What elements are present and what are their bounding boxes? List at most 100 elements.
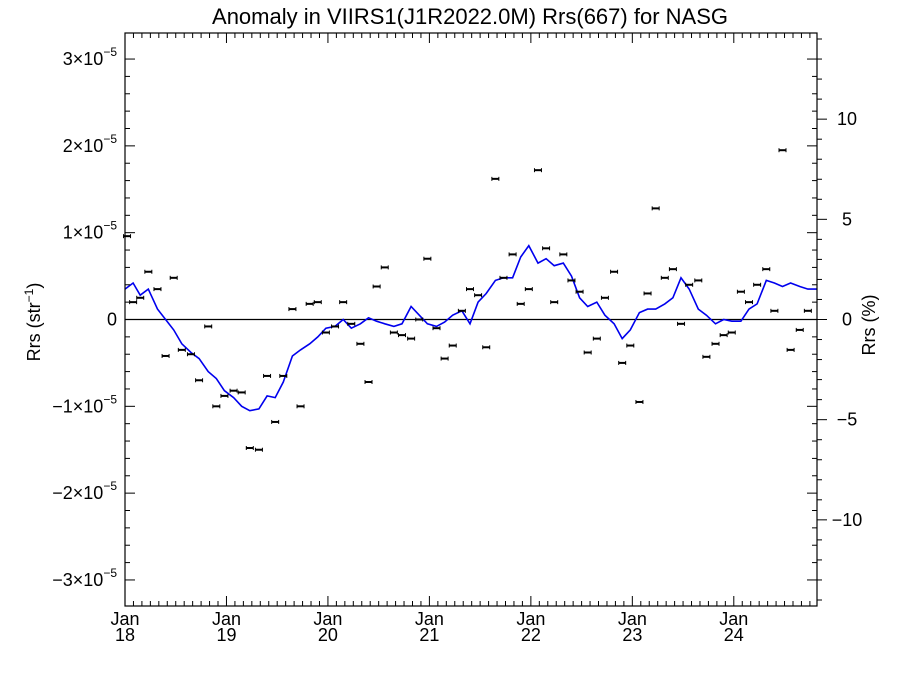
data-point (727, 330, 736, 335)
left-y-axis: 3×10−5 2×10−5 1×10−5 0 −1×10−5 −2×10−5 −3×10−5 (52, 45, 817, 590)
right-y-axis: 10 5 0 −5 −10 (817, 38, 863, 601)
data-point (169, 275, 178, 280)
data-point (331, 324, 340, 329)
x-tick-year: 22 (521, 625, 541, 645)
x-tick-month: Jan (719, 609, 748, 629)
x-tick-month: Jan (313, 609, 342, 629)
y-axis-title: Rrs (str−1) (22, 283, 44, 362)
data-point (415, 317, 424, 322)
data-point (339, 300, 348, 305)
y2-tick-label: 10 (837, 109, 857, 129)
y2-tick-label: −10 (832, 510, 863, 530)
data-point (559, 252, 568, 257)
y-tick-label: 0 (107, 310, 117, 330)
data-point (212, 404, 221, 409)
y2-tick-label: 5 (842, 209, 852, 229)
data-point (347, 321, 356, 326)
data-point (694, 278, 703, 283)
data-point (567, 278, 576, 283)
data-point (237, 390, 246, 395)
y2-tick-label: −5 (837, 410, 858, 430)
data-point (795, 327, 804, 332)
data-point (153, 287, 162, 292)
data-point (610, 269, 619, 274)
data-point (380, 265, 389, 270)
data-point (144, 269, 153, 274)
data-point (711, 341, 720, 346)
data-point (482, 345, 491, 350)
x-tick-month: Jan (415, 609, 444, 629)
data-point (600, 295, 609, 300)
x-tick-year: 21 (419, 625, 439, 645)
data-point (542, 246, 551, 251)
data-point (592, 336, 601, 341)
data-point (516, 301, 525, 306)
data-point (508, 252, 517, 257)
data-point (204, 324, 213, 329)
y-tick-label: −1×10−5 (52, 392, 117, 416)
data-point (685, 282, 694, 287)
data-point (745, 300, 754, 305)
data-point (457, 308, 466, 313)
data-point (668, 267, 677, 272)
data-point (677, 321, 686, 326)
data-point (786, 347, 795, 352)
data-point (626, 343, 635, 348)
data-point (423, 256, 432, 261)
data-point (305, 301, 314, 306)
data-point (356, 341, 365, 346)
data-point (465, 287, 474, 292)
y-tick-label: 1×10−5 (63, 219, 118, 243)
data-point (550, 300, 559, 305)
data-point (474, 293, 483, 298)
data-point (229, 388, 238, 393)
data-point (245, 445, 254, 450)
data-point (533, 168, 542, 173)
data-point (432, 326, 441, 331)
data-point (575, 289, 584, 294)
x-tick-year: 19 (216, 625, 236, 645)
data-point (220, 393, 229, 398)
x-tick-month: Jan (110, 609, 139, 629)
data-point (440, 356, 449, 361)
chart-title: Anomaly in VIIRS1(J1R2022.0M) Rrs(667) f… (212, 4, 728, 29)
data-point (635, 399, 644, 404)
y2-axis-title: Rrs (%) (859, 295, 879, 356)
x-tick-month: Jan (516, 609, 545, 629)
x-tick-month: Jan (618, 609, 647, 629)
data-point (448, 343, 457, 348)
data-points (123, 148, 812, 452)
y-tick-label: −3×10−5 (52, 566, 117, 590)
x-tick-month: Jan (212, 609, 241, 629)
trend-line (124, 244, 817, 412)
plot-area (123, 32, 818, 607)
x-tick-year: 24 (724, 625, 744, 645)
x-tick-year: 18 (115, 625, 135, 645)
data-point (407, 336, 416, 341)
data-point (177, 347, 186, 352)
data-point (313, 300, 322, 305)
y-tick-label: −2×10−5 (52, 479, 117, 503)
data-point (524, 287, 533, 292)
data-point (499, 275, 508, 280)
data-point (651, 206, 660, 211)
data-point (702, 354, 711, 359)
data-point (736, 289, 745, 294)
data-point (296, 404, 305, 409)
data-point (803, 308, 812, 313)
data-point (161, 353, 170, 358)
data-point (719, 333, 728, 338)
data-point (660, 275, 669, 280)
data-point (279, 373, 288, 378)
y-tick-label: 3×10−5 (63, 45, 118, 69)
data-point (583, 350, 592, 355)
y-tick-label: 2×10−5 (63, 132, 118, 156)
data-point (753, 282, 762, 287)
data-point (643, 291, 652, 296)
data-point (254, 447, 263, 452)
x-tick-year: 20 (318, 625, 338, 645)
data-point (321, 330, 330, 335)
data-point (398, 333, 407, 338)
